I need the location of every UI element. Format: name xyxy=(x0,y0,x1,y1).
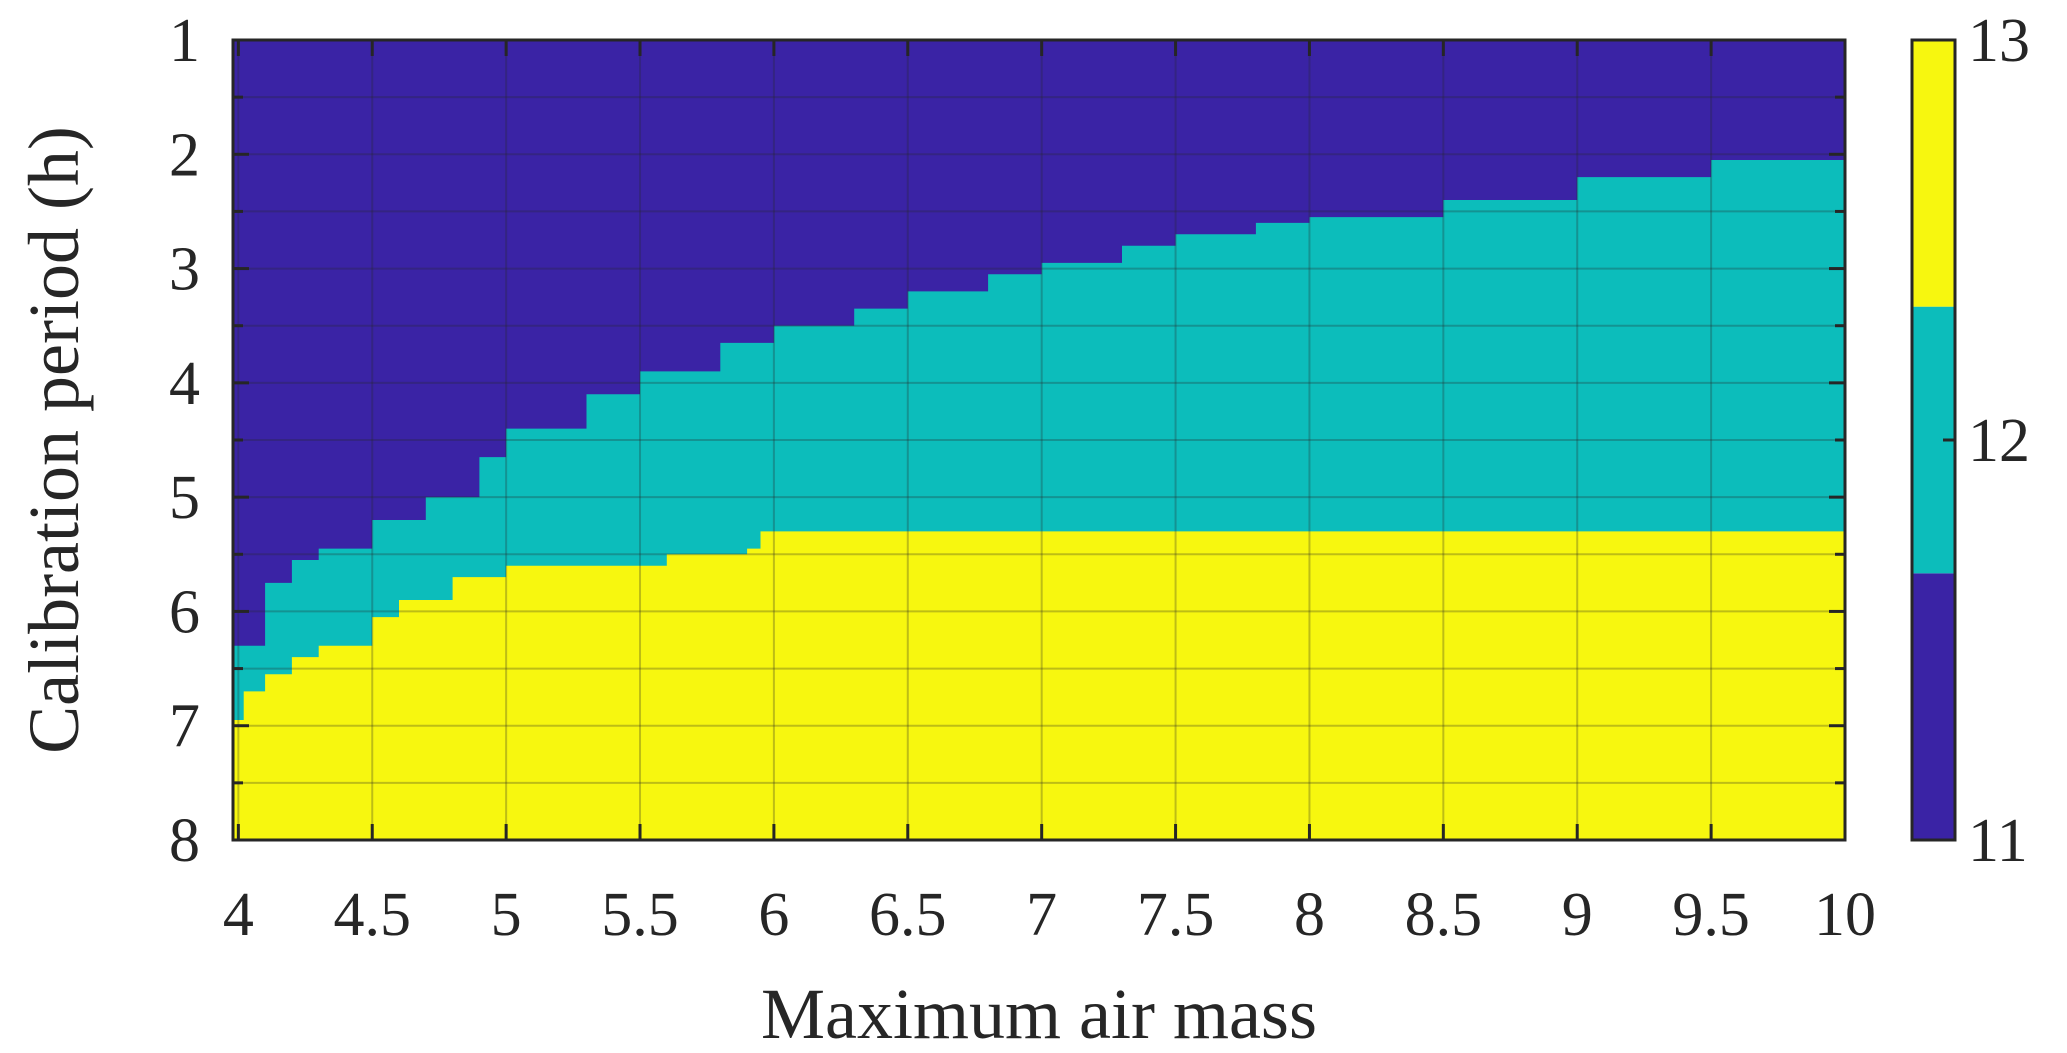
x-tick-label: 9.5 xyxy=(1672,881,1750,949)
x-tick-label: 5.5 xyxy=(601,881,679,949)
x-tick-label: 6.5 xyxy=(869,881,947,949)
grid-lines xyxy=(233,39,1846,841)
x-tick-label: 6 xyxy=(758,881,789,949)
colorbar-segment xyxy=(1912,40,1955,307)
y-tick-label: 1 xyxy=(169,7,200,75)
plot-frame xyxy=(231,38,1847,842)
x-tick-label: 4 xyxy=(223,881,254,949)
x-tick-label: 7.5 xyxy=(1137,881,1215,949)
colorbar-segment xyxy=(1912,573,1955,840)
x-tick-label: 8 xyxy=(1294,881,1325,949)
y-tick-label: 8 xyxy=(169,807,200,875)
x-tick-label: 4.5 xyxy=(333,881,411,949)
y-tick-label: 2 xyxy=(169,121,200,189)
x-tick-label: 10 xyxy=(1814,881,1876,949)
x-axis-title: Maximum air mass xyxy=(761,974,1317,1053)
y-axis-title: Calibration period (h) xyxy=(14,126,94,754)
plot-area xyxy=(233,40,1845,841)
x-tick-label: 5 xyxy=(491,881,522,949)
region-level-13 xyxy=(233,531,1845,840)
y-tick-label: 7 xyxy=(169,693,200,761)
x-tick-label: 7 xyxy=(1026,881,1057,949)
colorbar-tick-label: 12 xyxy=(1968,407,2030,475)
y-tick-label: 4 xyxy=(169,350,200,418)
y-tick-label: 6 xyxy=(169,578,200,646)
colorbar-tick-label: 13 xyxy=(1968,7,2030,75)
y-tick-label: 3 xyxy=(169,236,200,304)
x-tick-label: 9 xyxy=(1562,881,1593,949)
x-tick-label: 8.5 xyxy=(1405,881,1483,949)
y-tick-labels: 1 2 3 4 5 6 7 8 xyxy=(169,7,200,875)
y-tick-label: 5 xyxy=(169,464,200,532)
colorbar-tick-label: 11 xyxy=(1968,807,2028,875)
x-tick-labels: 4 4.5 5 5.5 6 6.5 7 7.5 8 8.5 9 9.5 10 xyxy=(223,881,1876,949)
colorbar: 11 12 13 xyxy=(1910,7,2030,875)
